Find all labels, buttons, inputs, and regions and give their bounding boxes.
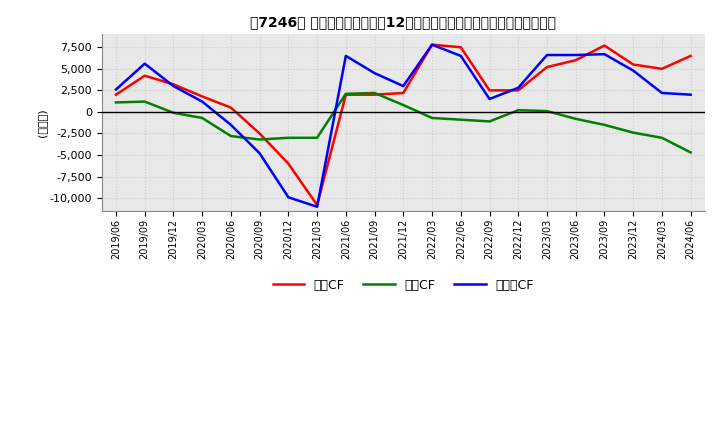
投資CF: [485, 119, 494, 124]
営業CF: [370, 92, 379, 97]
フリーCF: [198, 99, 207, 104]
フリーCF: [341, 53, 350, 59]
Line: フリーCF: フリーCF: [116, 45, 690, 207]
投資CF: [198, 115, 207, 121]
営業CF: [169, 82, 178, 87]
投資CF: [169, 110, 178, 115]
営業CF: [543, 64, 552, 70]
営業CF: [341, 92, 350, 97]
フリーCF: [256, 150, 264, 156]
営業CF: [112, 92, 120, 97]
投資CF: [657, 135, 666, 140]
営業CF: [198, 94, 207, 99]
Legend: 営業CF, 投資CF, フリーCF: 営業CF, 投資CF, フリーCF: [268, 274, 539, 297]
営業CF: [600, 43, 608, 48]
Y-axis label: (百万円): (百万円): [37, 108, 47, 137]
営業CF: [284, 161, 293, 166]
フリーCF: [686, 92, 695, 97]
営業CF: [514, 88, 523, 93]
営業CF: [485, 88, 494, 93]
投資CF: [428, 115, 436, 121]
営業CF: [686, 53, 695, 59]
Line: 営業CF: 営業CF: [116, 45, 690, 205]
営業CF: [399, 90, 408, 95]
営業CF: [456, 44, 465, 50]
投資CF: [256, 137, 264, 142]
投資CF: [312, 135, 321, 140]
投資CF: [399, 103, 408, 108]
フリーCF: [140, 61, 149, 66]
営業CF: [572, 58, 580, 63]
Title: 【7246】 キャッシュフローの12か月移動合計の対前年同期増減額の推移: 【7246】 キャッシュフローの12か月移動合計の対前年同期増減額の推移: [251, 15, 557, 29]
営業CF: [227, 105, 235, 110]
投資CF: [600, 122, 608, 128]
フリーCF: [227, 122, 235, 128]
投資CF: [572, 116, 580, 121]
Line: 投資CF: 投資CF: [116, 93, 690, 152]
フリーCF: [370, 70, 379, 76]
フリーCF: [169, 84, 178, 89]
フリーCF: [572, 52, 580, 58]
フリーCF: [399, 84, 408, 89]
営業CF: [312, 202, 321, 208]
投資CF: [140, 99, 149, 104]
投資CF: [341, 91, 350, 96]
営業CF: [256, 131, 264, 136]
投資CF: [514, 107, 523, 113]
フリーCF: [456, 53, 465, 59]
フリーCF: [629, 68, 637, 73]
フリーCF: [514, 85, 523, 91]
フリーCF: [284, 194, 293, 200]
投資CF: [629, 130, 637, 135]
フリーCF: [312, 204, 321, 209]
投資CF: [456, 117, 465, 122]
フリーCF: [600, 51, 608, 57]
営業CF: [657, 66, 666, 71]
営業CF: [140, 73, 149, 78]
投資CF: [284, 135, 293, 140]
投資CF: [686, 150, 695, 155]
投資CF: [227, 133, 235, 139]
営業CF: [629, 62, 637, 67]
投資CF: [543, 108, 552, 114]
フリーCF: [112, 87, 120, 92]
フリーCF: [657, 90, 666, 95]
投資CF: [370, 90, 379, 95]
フリーCF: [543, 52, 552, 58]
営業CF: [428, 42, 436, 48]
投資CF: [112, 100, 120, 105]
フリーCF: [428, 42, 436, 48]
フリーCF: [485, 96, 494, 102]
